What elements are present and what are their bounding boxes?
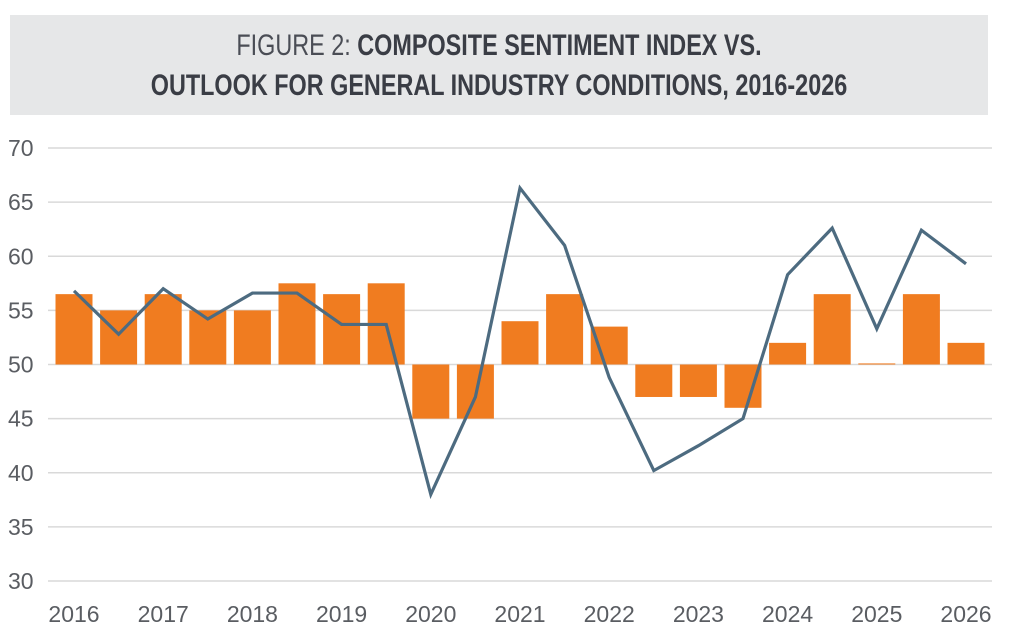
x-tick-label: 2016 [48,601,99,627]
y-tick-label: 55 [8,297,34,323]
bar [546,294,584,365]
line-series [72,184,967,500]
y-tick-label: 65 [8,189,34,215]
x-tick-label: 2018 [227,601,278,627]
bar [55,294,93,365]
chart-title-line-1: FIGURE 2: COMPOSITE SENTIMENT INDEX VS. [118,29,881,63]
x-axis-ticks: 2016 2017 2018 2019 2020 2021 2022 2023 2024 2025… [48,601,991,627]
bar [724,364,762,408]
x-tick-label: 2023 [673,601,724,627]
y-tick-label: 60 [8,243,34,269]
bar [100,310,138,365]
x-tick-label: 2017 [138,601,189,627]
x-tick-label: 2025 [851,601,902,627]
x-tick-label: 2021 [494,601,545,627]
y-tick-label: 50 [8,352,34,378]
bar-series [55,283,985,419]
bar [233,310,271,365]
bar [144,294,182,365]
bar [947,342,985,365]
x-tick-label: 2020 [405,601,456,627]
bar [635,364,673,397]
y-tick-label: 40 [8,460,34,486]
bar [679,364,717,397]
x-tick-label: 2024 [762,601,813,627]
x-tick-label: 2019 [316,601,367,627]
title-bold-part: COMPOSITE SENTIMENT INDEX VS. [357,29,762,62]
y-axis-ticks: 70 65 60 55 50 45 40 35 30 [8,135,34,594]
bar [501,321,539,365]
bar [278,283,316,365]
y-tick-label: 70 [8,135,34,161]
bar [858,363,896,365]
chart-title-box: FIGURE 2: COMPOSITE SENTIMENT INDEX VS. … [10,15,988,115]
y-tick-label: 45 [8,406,34,432]
y-tick-label: 35 [8,514,34,540]
bar [813,294,851,365]
bar [590,326,628,365]
x-tick-label: 2026 [940,601,991,627]
x-tick-label: 2022 [584,601,635,627]
figure-label: FIGURE 2: [236,29,351,62]
y-tick-label: 30 [8,568,34,594]
bar [412,364,450,419]
chart-title-line-2: OUTLOOK FOR GENERAL INDUSTRY CONDITIONS,… [150,69,848,102]
bar [769,342,807,365]
bar [323,294,361,365]
bar [902,294,940,365]
